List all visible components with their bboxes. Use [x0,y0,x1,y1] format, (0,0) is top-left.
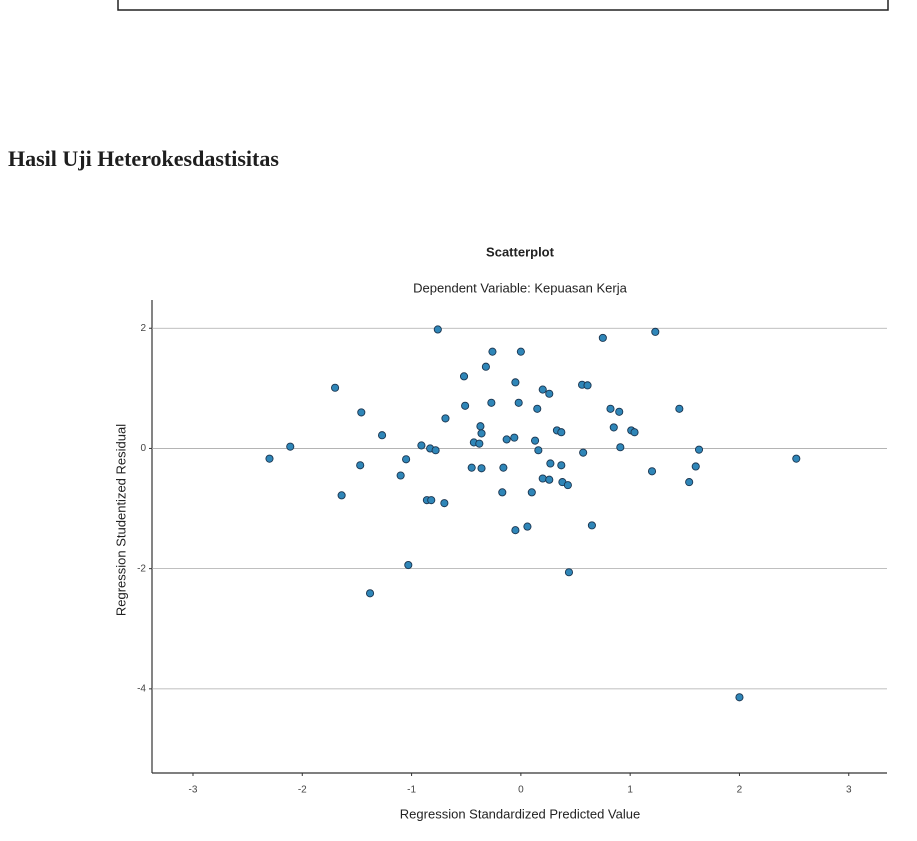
y-axis-label: Regression Studentized Residual [113,424,128,616]
point [631,429,638,436]
point [357,462,364,469]
point [588,522,595,529]
point [534,405,541,412]
point [499,489,506,496]
point [564,482,571,489]
point [599,334,606,341]
point [441,500,448,507]
point [531,437,538,444]
point [547,460,554,467]
x-tick-label: -2 [298,785,307,796]
point [558,462,565,469]
point [338,492,345,499]
point [528,489,535,496]
y-tick-label: -2 [137,563,146,574]
page: {"heading": "Hasil Uji Heterokesdastisit… [0,0,917,841]
point [266,455,273,462]
point [558,429,565,436]
point [676,405,683,412]
point [565,569,572,576]
chart-title: Scatterplot [486,244,555,259]
point [515,399,522,406]
point [478,465,485,472]
point [500,464,507,471]
point [648,468,655,475]
point [607,405,614,412]
point [482,363,489,370]
heading: Hasil Uji Heterokesdastisitas [8,146,279,172]
point [539,386,546,393]
point [584,382,591,389]
chart-subtitle: Dependent Variable: Kepuasan Kerja [413,280,627,295]
point [535,447,542,454]
point [405,561,412,568]
point [512,379,519,386]
point [428,497,435,504]
point [418,442,425,449]
point [793,455,800,462]
point [503,436,510,443]
box-border [118,0,888,10]
point [488,399,495,406]
point [432,447,439,454]
point [403,456,410,463]
point [366,590,373,597]
point [358,409,365,416]
point [580,449,587,456]
point [378,432,385,439]
x-tick-label: -3 [189,785,198,796]
point [478,430,485,437]
point [460,373,467,380]
point [617,444,624,451]
point [546,390,553,397]
x-tick-label: -1 [407,785,416,796]
y-tick-label: 0 [140,443,146,454]
x-tick-label: 3 [846,785,852,796]
point [686,479,693,486]
point [695,446,702,453]
point [692,463,699,470]
point [539,475,546,482]
point [462,402,469,409]
point [468,464,475,471]
chart: Scatterplot Dependent Variable: Kepuasan… [0,0,917,841]
point [511,434,518,441]
point [331,384,338,391]
point [610,424,617,431]
point [652,328,659,335]
point [517,348,524,355]
x-tick-label: 0 [518,785,524,796]
point [287,443,294,450]
point [489,348,496,355]
y-tick-label: -4 [137,683,146,694]
point [546,476,553,483]
y-tick-label: 2 [140,323,146,334]
x-axis-label: Regression Standardized Predicted Value [400,806,640,821]
point [477,423,484,430]
point [616,408,623,415]
point [434,326,441,333]
x-tick-label: 2 [737,785,743,796]
point [524,523,531,530]
point [476,440,483,447]
point [442,415,449,422]
point [397,472,404,479]
point [736,694,743,701]
point [512,527,519,534]
x-tick-label: 1 [627,785,633,796]
